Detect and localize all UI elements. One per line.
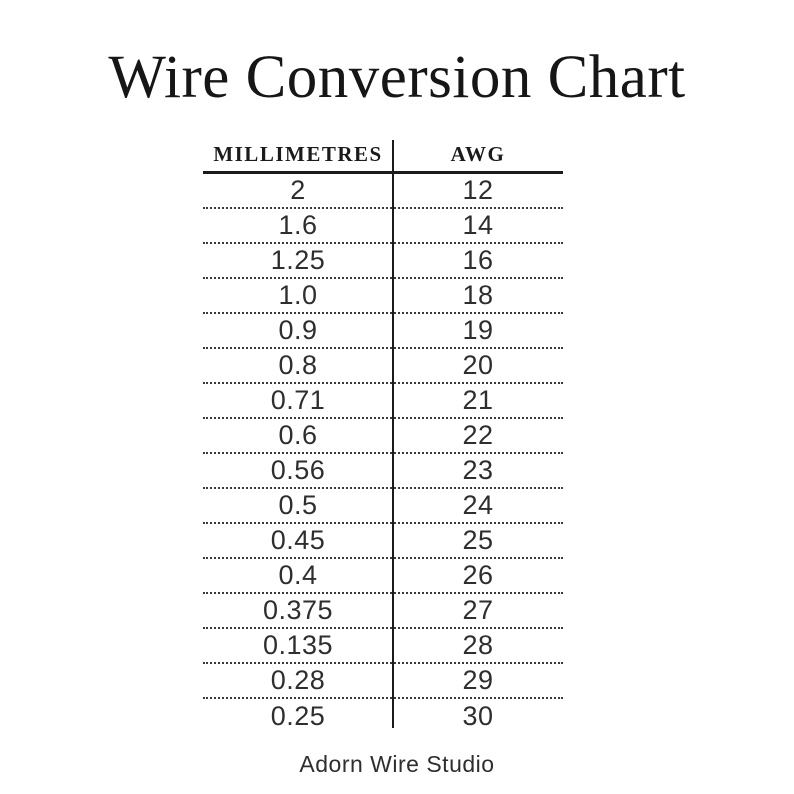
awg-value: 14 <box>462 210 494 240</box>
awg-value: 24 <box>462 490 494 520</box>
table-row: 2 12 <box>203 174 563 209</box>
table-row: 0.6 22 <box>203 419 563 454</box>
awg-value: 12 <box>462 175 494 205</box>
table-row: 1.25 16 <box>203 244 563 279</box>
mm-value: 1.6 <box>278 210 318 240</box>
mm-value: 0.56 <box>270 455 326 485</box>
table-row: 0.375 27 <box>203 594 563 629</box>
mm-value: 0.8 <box>278 350 318 380</box>
mm-value: 0.45 <box>270 525 326 555</box>
mm-value: 0.4 <box>278 560 318 590</box>
table-row: 0.9 19 <box>203 314 563 349</box>
awg-value: 16 <box>462 245 494 275</box>
table-header-row: MILLIMETRES AWG <box>203 138 563 174</box>
mm-value: 0.25 <box>270 701 326 731</box>
mm-value: 0.28 <box>270 665 326 695</box>
column-divider-line <box>392 140 394 728</box>
awg-value: 30 <box>462 701 494 731</box>
awg-value: 29 <box>462 665 494 695</box>
footer-brand: Adorn Wire Studio <box>299 751 495 777</box>
awg-value: 22 <box>462 420 494 450</box>
mm-value: 0.6 <box>278 420 318 450</box>
table-row: 0.45 25 <box>203 524 563 559</box>
awg-value: 21 <box>462 385 494 415</box>
table-body: 2 12 1.6 14 1.25 16 1.0 18 0.9 19 0.8 20 0.71 21 0.6 22… <box>203 174 563 734</box>
awg-value: 26 <box>462 560 494 590</box>
awg-value: 18 <box>462 280 494 310</box>
table-row: 0.135 28 <box>203 629 563 664</box>
table-row: 0.8 20 <box>203 349 563 384</box>
column-header-awg: AWG <box>450 142 506 166</box>
table-row: 1.6 14 <box>203 209 563 244</box>
mm-value: 0.71 <box>270 385 326 415</box>
page-title: Wire Conversion Chart <box>108 44 686 111</box>
conversion-table: MILLIMETRES AWG 2 12 1.6 14 1.25 16 1.0 18 0.9 19… <box>203 138 563 734</box>
table-row: 0.71 21 <box>203 384 563 419</box>
awg-value: 25 <box>462 525 494 555</box>
mm-value: 0.9 <box>278 315 318 345</box>
table-row: 0.4 26 <box>203 559 563 594</box>
awg-value: 20 <box>462 350 494 380</box>
column-header-millimetres: MILLIMETRES <box>213 142 383 166</box>
table-row: 1.0 18 <box>203 279 563 314</box>
mm-value: 1.0 <box>278 280 318 310</box>
awg-value: 19 <box>462 315 494 345</box>
mm-value: 2 <box>290 175 306 205</box>
mm-value: 1.25 <box>270 245 326 275</box>
table-row: 0.56 23 <box>203 454 563 489</box>
table-row: 0.28 29 <box>203 664 563 699</box>
mm-value: 0.375 <box>262 595 334 625</box>
mm-value: 0.135 <box>262 630 334 660</box>
mm-value: 0.5 <box>278 490 318 520</box>
awg-value: 28 <box>462 630 494 660</box>
awg-value: 27 <box>462 595 494 625</box>
table-row: 0.25 30 <box>203 699 563 734</box>
awg-value: 23 <box>462 455 494 485</box>
table-row: 0.5 24 <box>203 489 563 524</box>
